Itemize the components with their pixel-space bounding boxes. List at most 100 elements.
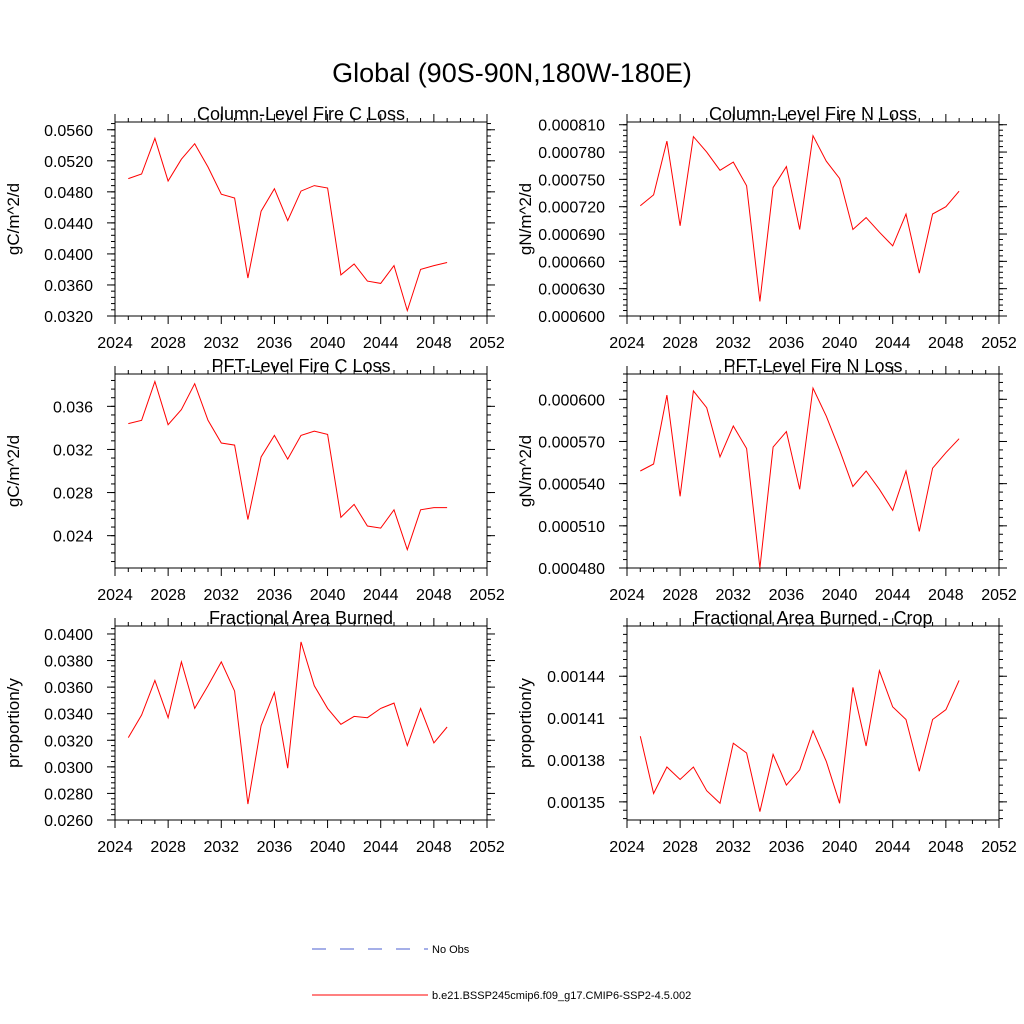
series-line xyxy=(127,641,448,805)
legend-model-label: b.e21.BSSP245cmip6.f09_g17.CMIP6-SSP2-4.… xyxy=(432,990,691,1002)
x-tick-label: 2028 xyxy=(150,335,186,352)
y-tick-label: 0.00144 xyxy=(547,669,605,686)
y-tick-label: 0.000570 xyxy=(538,434,605,451)
y-tick-label: 0.0480 xyxy=(44,185,93,202)
series-line xyxy=(640,386,960,569)
y-tick-label: 0.000810 xyxy=(538,118,605,135)
y-tick-label: 0.0560 xyxy=(44,123,93,140)
y-tick-label: 0.000690 xyxy=(538,227,605,244)
y-tick-label: 0.000750 xyxy=(538,172,605,189)
x-tick-label: 2044 xyxy=(875,587,911,604)
x-tick-label: 2048 xyxy=(416,587,452,604)
x-tick-label: 2048 xyxy=(416,335,452,352)
y-tick-label: 0.000510 xyxy=(538,519,605,536)
panel-title: Fractional Area Burned xyxy=(209,608,393,628)
x-tick-label: 2024 xyxy=(609,839,645,856)
x-tick-label: 2028 xyxy=(662,587,698,604)
x-tick-label: 2040 xyxy=(310,587,346,604)
y-tick-label: 0.000600 xyxy=(538,309,605,326)
y-tick-label: 0.036 xyxy=(53,399,93,416)
plot-frame xyxy=(114,625,488,821)
y-tick-label: 0.032 xyxy=(53,442,93,459)
y-tick-label: 0.0280 xyxy=(44,786,93,803)
x-tick-label: 2032 xyxy=(203,839,239,856)
y-tick-label: 0.00138 xyxy=(547,753,605,770)
x-tick-label: 2040 xyxy=(822,839,858,856)
y-tick-label: 0.0320 xyxy=(44,733,93,750)
panel-title: PFT-Level Fire N Loss xyxy=(723,356,902,376)
series-line xyxy=(128,379,448,552)
y-tick-label: 0.0400 xyxy=(44,247,93,264)
x-tick-label: 2024 xyxy=(609,335,645,352)
panel-title: PFT-Level Fire C Loss xyxy=(211,356,390,376)
chart-panel: Fractional Area Burned 2024 2028 2032 2036 20… xyxy=(4,608,505,856)
y-axis-label: gN/m^2/d xyxy=(516,435,535,507)
x-tick-label: 2044 xyxy=(875,839,911,856)
x-tick-label: 2028 xyxy=(662,839,698,856)
panel-title: Column-Level Fire C Loss xyxy=(197,104,405,124)
series-line xyxy=(639,134,960,302)
panel-title: Fractional Area Burned - Crop xyxy=(693,608,932,628)
x-tick-label: 2036 xyxy=(769,335,805,352)
chart-panel: PFT-Level Fire C Loss 2024 2028 2032 2036 204… xyxy=(4,356,505,604)
x-tick-label: 2052 xyxy=(469,839,505,856)
plot-frame xyxy=(626,625,1000,821)
x-tick-label: 2044 xyxy=(875,335,911,352)
x-tick-label: 2032 xyxy=(203,335,239,352)
x-tick-label: 2032 xyxy=(715,335,751,352)
x-tick-label: 2044 xyxy=(363,839,399,856)
chart-panel: PFT-Level Fire N Loss 2024 2028 2032 2036 204… xyxy=(516,356,1017,604)
x-tick-label: 2036 xyxy=(769,587,805,604)
y-tick-label: 0.0520 xyxy=(44,154,93,171)
y-axis-label: proportion/y xyxy=(516,678,535,768)
y-tick-label: 0.000480 xyxy=(538,561,605,578)
y-tick-label: 0.000780 xyxy=(538,145,605,162)
x-tick-label: 2036 xyxy=(769,839,805,856)
y-axis-label: proportion/y xyxy=(4,678,23,768)
x-tick-label: 2032 xyxy=(715,839,751,856)
x-tick-label: 2052 xyxy=(469,335,505,352)
y-tick-label: 0.0400 xyxy=(44,627,93,644)
x-tick-label: 2036 xyxy=(257,587,293,604)
y-tick-label: 0.000630 xyxy=(538,282,605,299)
y-tick-label: 0.0360 xyxy=(44,278,93,295)
plot-frame xyxy=(114,121,488,317)
y-tick-label: 0.0320 xyxy=(44,309,93,326)
y-tick-label: 0.0440 xyxy=(44,216,93,233)
x-tick-label: 2048 xyxy=(416,839,452,856)
y-tick-label: 0.00135 xyxy=(547,795,605,812)
x-tick-label: 2036 xyxy=(257,335,293,352)
chart-panel: Column-Level Fire N Loss 2024 2028 2032 2036… xyxy=(516,104,1017,352)
x-tick-label: 2036 xyxy=(257,839,293,856)
chart-panel: Fractional Area Burned - Crop 2024 2028 203… xyxy=(516,608,1017,856)
x-tick-label: 2052 xyxy=(981,587,1017,604)
x-tick-label: 2048 xyxy=(928,839,964,856)
y-axis-label: gN/m^2/d xyxy=(516,183,535,255)
y-axis-label: gC/m^2/d xyxy=(4,435,23,507)
y-axis-label: gC/m^2/d xyxy=(4,183,23,255)
y-tick-label: 0.028 xyxy=(53,486,93,503)
x-tick-label: 2024 xyxy=(609,587,645,604)
figure-title: Global (90S-90N,180W-180E) xyxy=(332,58,692,88)
x-tick-label: 2044 xyxy=(363,335,399,352)
series-line xyxy=(128,136,448,313)
x-tick-label: 2052 xyxy=(981,839,1017,856)
y-tick-label: 0.000600 xyxy=(538,392,605,409)
x-tick-label: 2028 xyxy=(662,335,698,352)
x-tick-label: 2040 xyxy=(310,839,346,856)
x-tick-label: 2028 xyxy=(150,839,186,856)
x-tick-label: 2040 xyxy=(822,335,858,352)
legend-no-obs-label: No Obs xyxy=(432,944,470,956)
legend: No Obs b.e21.BSSP245cmip6.f09_g17.CMIP6-… xyxy=(312,944,691,1002)
chart-panel: Column-Level Fire C Loss 2024 2028 2032 2036… xyxy=(4,104,505,352)
y-tick-label: 0.000720 xyxy=(538,200,605,217)
y-tick-label: 0.000660 xyxy=(538,254,605,271)
series-line xyxy=(639,668,960,812)
chart-panels: Column-Level Fire C Loss 2024 2028 2032 2036… xyxy=(4,104,1017,856)
x-tick-label: 2024 xyxy=(97,587,133,604)
y-tick-label: 0.0340 xyxy=(44,707,93,724)
x-tick-label: 2024 xyxy=(97,839,133,856)
y-tick-label: 0.0360 xyxy=(44,680,93,697)
y-tick-label: 0.0260 xyxy=(44,813,93,830)
